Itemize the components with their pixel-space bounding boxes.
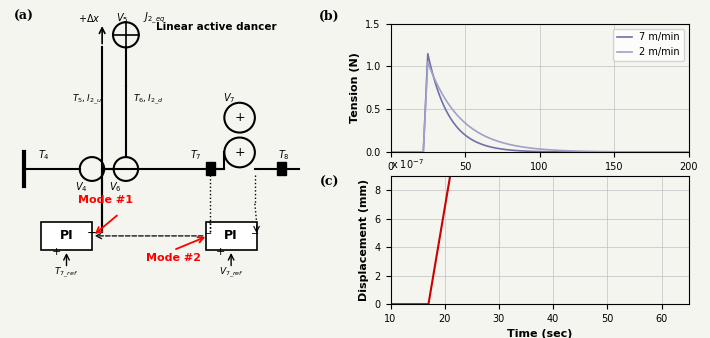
Text: $+$: $+$	[234, 146, 245, 159]
Text: $V_4$: $V_4$	[75, 180, 88, 194]
Line: 2 m/min: 2 m/min	[391, 62, 689, 152]
Text: $T_8$: $T_8$	[278, 148, 290, 162]
Text: $V_7$: $V_7$	[223, 91, 236, 105]
Line: 7 m/min: 7 m/min	[391, 54, 689, 152]
Text: $-$: $-$	[86, 225, 97, 238]
Y-axis label: Tension (N): Tension (N)	[350, 52, 360, 123]
Text: $-$: $-$	[203, 227, 212, 237]
Text: $J_{2\_eq}$: $J_{2\_eq}$	[143, 11, 165, 26]
Text: $+$: $+$	[234, 111, 245, 124]
2 m/min	[386, 150, 395, 154]
7 m/min	[424, 52, 432, 56]
Text: $V_5$: $V_5$	[116, 11, 128, 25]
Text: Mode #2: Mode #2	[146, 254, 201, 263]
Text: $T_4$: $T_4$	[38, 149, 50, 162]
2 m/min	[424, 60, 432, 64]
2 m/min	[501, 141, 509, 145]
2 m/min	[420, 126, 429, 130]
Text: x 10$^{-7}$: x 10$^{-7}$	[391, 157, 423, 171]
2 m/min	[647, 150, 655, 154]
Text: $V_{7\_ref}$: $V_{7\_ref}$	[219, 265, 244, 280]
Legend: 7 m/min, 2 m/min: 7 m/min, 2 m/min	[613, 28, 684, 61]
Text: $+$: $+$	[215, 246, 225, 257]
7 m/min	[679, 150, 687, 154]
Text: (b): (b)	[319, 10, 339, 23]
2 m/min	[679, 150, 687, 154]
Bar	[277, 162, 286, 175]
Text: $-$: $-$	[250, 227, 258, 237]
Y-axis label: Displacement (mm): Displacement (mm)	[359, 179, 369, 301]
7 m/min	[501, 147, 509, 151]
Text: $T_6, I_{2\_d}$: $T_6, I_{2\_d}$	[133, 92, 163, 107]
FancyBboxPatch shape	[41, 222, 92, 250]
Text: $T_7$: $T_7$	[190, 148, 202, 162]
7 m/min	[420, 124, 429, 128]
Text: Linear active dancer: Linear active dancer	[156, 22, 277, 31]
Text: (c): (c)	[320, 176, 339, 189]
7 m/min	[386, 150, 395, 154]
2 m/min	[513, 144, 522, 148]
7 m/min	[513, 149, 522, 153]
2 m/min	[438, 92, 447, 96]
Text: Mode #1: Mode #1	[78, 195, 133, 206]
Text: $T_{7\_ref}$: $T_{7\_ref}$	[55, 265, 79, 280]
7 m/min	[684, 150, 693, 154]
Bar	[206, 162, 215, 175]
X-axis label: Time (sec): Time (sec)	[507, 330, 572, 338]
Text: $+\Delta x$: $+\Delta x$	[78, 12, 101, 24]
X-axis label: Time (sec): Time (sec)	[507, 177, 572, 187]
7 m/min	[647, 150, 655, 154]
Text: $V_6$: $V_6$	[109, 180, 122, 194]
Text: PI: PI	[60, 230, 73, 242]
Text: (a): (a)	[14, 10, 34, 23]
FancyBboxPatch shape	[206, 222, 256, 250]
7 m/min	[438, 100, 447, 104]
Text: $T_5, I_{2\_u}$: $T_5, I_{2\_u}$	[72, 92, 102, 107]
Text: $+$: $+$	[50, 246, 61, 257]
Text: PI: PI	[224, 230, 238, 242]
2 m/min	[684, 150, 693, 154]
